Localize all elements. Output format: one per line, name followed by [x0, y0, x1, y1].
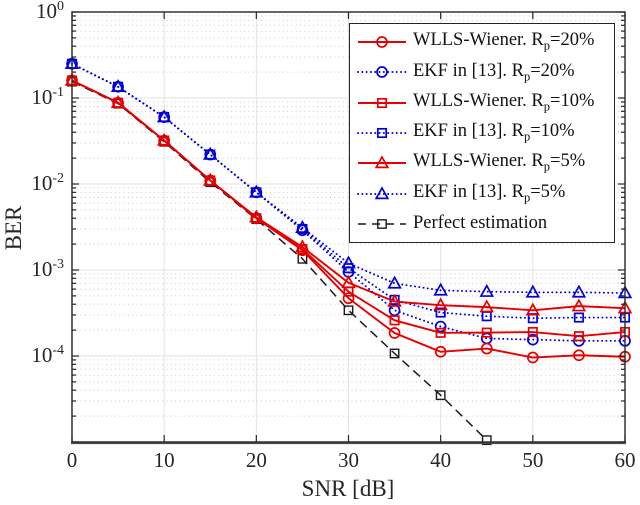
- legend-item-wlls-wiener-rp5: WLLS-Wiener. Rp=5%: [357, 149, 608, 177]
- legend-sample-circle-marker: [357, 66, 407, 79]
- legend-label: WLLS-Wiener. Rp=10%: [413, 90, 595, 114]
- x-tick-label: 30: [338, 448, 359, 472]
- x-tick-label: 50: [522, 448, 544, 472]
- legend-box: WLLS-Wiener. Rp=20% EKF in [13]. Rp=20% WL…: [349, 23, 615, 243]
- legend-item-wlls-wiener-rp20: WLLS-Wiener. Rp=20%: [357, 28, 608, 56]
- legend-sample-triangle-marker: [357, 185, 407, 199]
- legend-sample-triangle-marker: [358, 155, 406, 169]
- y-tick-label: 10-1: [31, 85, 64, 109]
- y-tick-label: 10-4: [31, 343, 64, 367]
- legend-sample-square-marker: [357, 127, 407, 139]
- legend-label: WLLS-Wiener. Rp=20%: [413, 30, 595, 53]
- legend-label: EKF in [13]. Rp=10%: [413, 121, 575, 144]
- markers-wlls-wiener-rp5: [64, 72, 633, 316]
- series-ekf-rp5: [64, 56, 633, 299]
- x-tick-label: 40: [430, 448, 452, 472]
- legend-sample-square-marker: [358, 218, 406, 229]
- legend-item-ekf-rp10: EKF in [13]. Rp=10%: [357, 119, 608, 147]
- legend-label: EKF in [13]. Rp=20%: [413, 60, 575, 84]
- legend-label: EKF in [13]. Rp=5%: [413, 181, 566, 205]
- legend-label: WLLS-Wiener. Rp=5%: [413, 151, 586, 175]
- legend-label: Perfect estimation: [413, 213, 548, 234]
- x-tick-label: 60: [614, 448, 636, 472]
- x-tick-label: 10: [153, 448, 175, 472]
- legend-sample-square-marker: [358, 97, 406, 108]
- x-axis-label: SNR [dB]: [301, 476, 395, 501]
- x-tick-label: 0: [66, 448, 78, 472]
- legend-item-ekf-rp5: EKF in [13]. Rp=5%: [357, 180, 608, 208]
- legend-item-wlls-wiener-rp10: WLLS-Wiener. Rp=10%: [357, 89, 608, 117]
- y-axis-label: BER: [1, 205, 26, 251]
- x-tick-label: 20: [245, 448, 267, 472]
- series-wlls-wiener-rp5: [64, 72, 633, 316]
- legend-item-ekf-rp20: EKF in [13]. Rp=20%: [357, 58, 608, 86]
- y-tick-label: 10-2: [31, 171, 64, 195]
- markers-ekf-rp5: [64, 56, 633, 299]
- legend-sample-circle-marker: [358, 36, 406, 48]
- y-tick-label: 10-3: [31, 257, 64, 281]
- axes-box: [71, 11, 626, 445]
- y-tick-label: 100: [36, 0, 64, 23]
- legend-item-perfect-estimation: Perfect estimation: [357, 210, 608, 238]
